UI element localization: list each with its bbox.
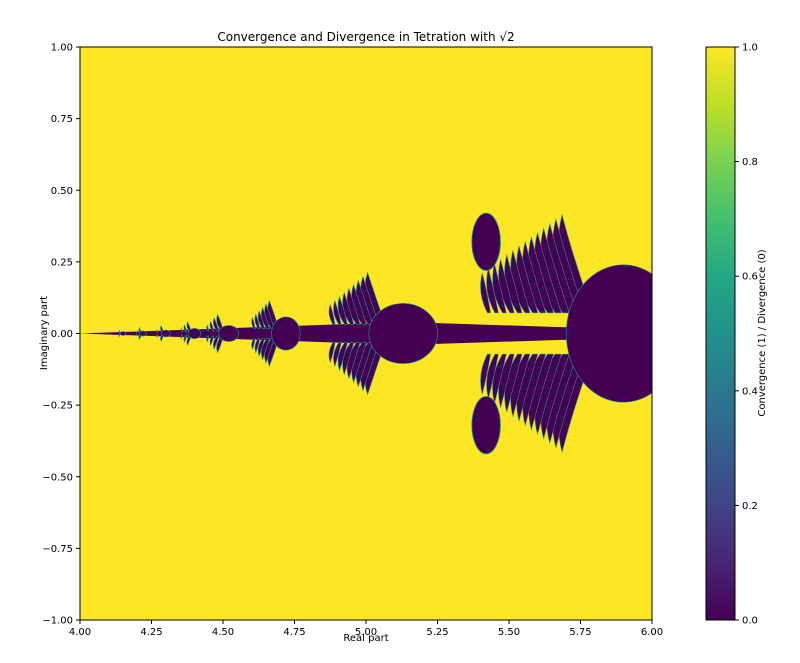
main-bulb bbox=[368, 303, 438, 364]
fractal-regions bbox=[80, 212, 652, 455]
colorbar-tick-label: 1.0 bbox=[742, 43, 758, 54]
petal bbox=[156, 329, 158, 333]
petal bbox=[480, 353, 491, 395]
colorbar-tick-label: 0.8 bbox=[742, 157, 758, 168]
petal bbox=[328, 342, 336, 364]
petal bbox=[209, 335, 215, 347]
main-bulb bbox=[139, 330, 147, 337]
x-tick-label: 5.50 bbox=[498, 627, 520, 638]
colorbar-axis: 0.0 0.2 0.4 0.6 0.8 1.0 bbox=[735, 43, 758, 627]
petal bbox=[257, 338, 265, 357]
main-bulb bbox=[119, 331, 127, 336]
petal bbox=[180, 334, 183, 340]
x-tick-label: 4.50 bbox=[212, 627, 234, 638]
x-tick-label: 5.00 bbox=[355, 627, 377, 638]
y-tick-label: 0.50 bbox=[51, 186, 73, 197]
main-bulb bbox=[565, 264, 652, 403]
petal bbox=[328, 303, 336, 325]
petal bbox=[337, 342, 348, 372]
main-bulb bbox=[160, 329, 171, 338]
lobe bbox=[471, 396, 501, 455]
y-tick-label: −0.50 bbox=[42, 472, 73, 483]
x-tick-label: 5.75 bbox=[569, 627, 591, 638]
y-tick-label: 0.25 bbox=[51, 257, 73, 268]
petal bbox=[118, 333, 121, 338]
real-axis-spine bbox=[80, 322, 581, 345]
colorbar-label: Convergence (1) / Divergence (0) bbox=[757, 249, 768, 416]
petal bbox=[333, 342, 342, 368]
petal bbox=[209, 320, 215, 332]
petal bbox=[156, 334, 158, 338]
lobe bbox=[471, 212, 501, 271]
petal bbox=[183, 334, 188, 343]
petal bbox=[213, 317, 220, 332]
x-axis-label: Real part bbox=[343, 633, 388, 644]
petal bbox=[251, 338, 256, 351]
petal bbox=[206, 324, 210, 332]
main-bulb bbox=[218, 325, 240, 342]
y-axis: −1.00 −0.75 −0.50 −0.25 0.00 0.25 0.50 0.75 1.00 bbox=[42, 43, 80, 627]
petal bbox=[254, 313, 261, 329]
y-tick-label: −1.00 bbox=[42, 616, 73, 627]
y-tick-label: 1.00 bbox=[51, 43, 73, 54]
petal bbox=[135, 330, 138, 334]
colorbar-tick-label: 0.6 bbox=[742, 272, 758, 283]
y-axis-label: Imaginary part bbox=[39, 296, 50, 370]
y-tick-label: 0.00 bbox=[51, 329, 73, 340]
petal bbox=[254, 338, 261, 354]
x-axis: 4.00 4.25 4.50 4.75 5.00 5.25 5.50 5.75 6.00 bbox=[69, 620, 663, 638]
x-tick-label: 4.25 bbox=[140, 627, 162, 638]
petal bbox=[135, 333, 138, 337]
colorbar-tick-label: 0.4 bbox=[742, 386, 758, 397]
colorbar-tick-label: 0.2 bbox=[742, 501, 758, 512]
main-bulb bbox=[187, 328, 201, 339]
chart-title: Convergence and Divergence in Tetration … bbox=[217, 30, 514, 44]
colorbar bbox=[705, 46, 736, 621]
x-tick-label: 6.00 bbox=[641, 627, 663, 638]
petal bbox=[257, 310, 265, 329]
main-bulb bbox=[271, 316, 301, 351]
petal bbox=[213, 335, 220, 350]
petal bbox=[333, 299, 342, 325]
y-tick-label: −0.75 bbox=[42, 544, 73, 555]
x-tick-label: 4.00 bbox=[69, 627, 91, 638]
colorbar-tick-label: 0.0 bbox=[742, 616, 758, 627]
petal bbox=[206, 335, 210, 343]
x-tick-label: 5.25 bbox=[426, 627, 448, 638]
petal bbox=[251, 316, 256, 329]
y-tick-label: −0.25 bbox=[42, 401, 73, 412]
petal bbox=[480, 272, 491, 314]
petal bbox=[118, 329, 121, 334]
y-tick-label: 0.75 bbox=[51, 114, 73, 125]
x-tick-label: 4.75 bbox=[283, 627, 305, 638]
petal bbox=[180, 327, 183, 333]
petal bbox=[337, 295, 348, 325]
petal bbox=[183, 324, 188, 333]
